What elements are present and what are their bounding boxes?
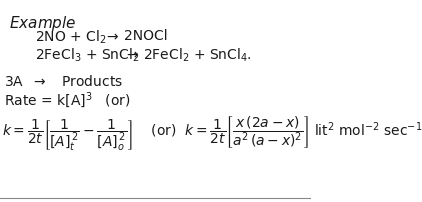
Text: 2FeCl$_3$ + SnCl$_2$: 2FeCl$_3$ + SnCl$_2$ [35,47,139,64]
Text: $\it{Example}$: $\it{Example}$ [9,14,77,33]
Text: $k = \dfrac{1}{2t}\left[\dfrac{1}{[A]_t^{\,2}} - \dfrac{1}{[A]_o^{\,2}}\right]$ : $k = \dfrac{1}{2t}\left[\dfrac{1}{[A]_t^… [2,114,422,152]
Text: $\rightarrow$: $\rightarrow$ [104,29,120,43]
Text: 2NO + Cl$_2$: 2NO + Cl$_2$ [35,29,106,46]
Text: 3A  $\rightarrow$   Products: 3A $\rightarrow$ Products [4,74,123,89]
Text: Rate = k[A]$^3$   (or): Rate = k[A]$^3$ (or) [4,90,130,110]
Text: $\rightarrow$: $\rightarrow$ [124,47,139,61]
Text: 2FeCl$_2$ + SnCl$_4$.: 2FeCl$_2$ + SnCl$_4$. [143,47,252,64]
Text: 2NOCl: 2NOCl [124,29,168,43]
